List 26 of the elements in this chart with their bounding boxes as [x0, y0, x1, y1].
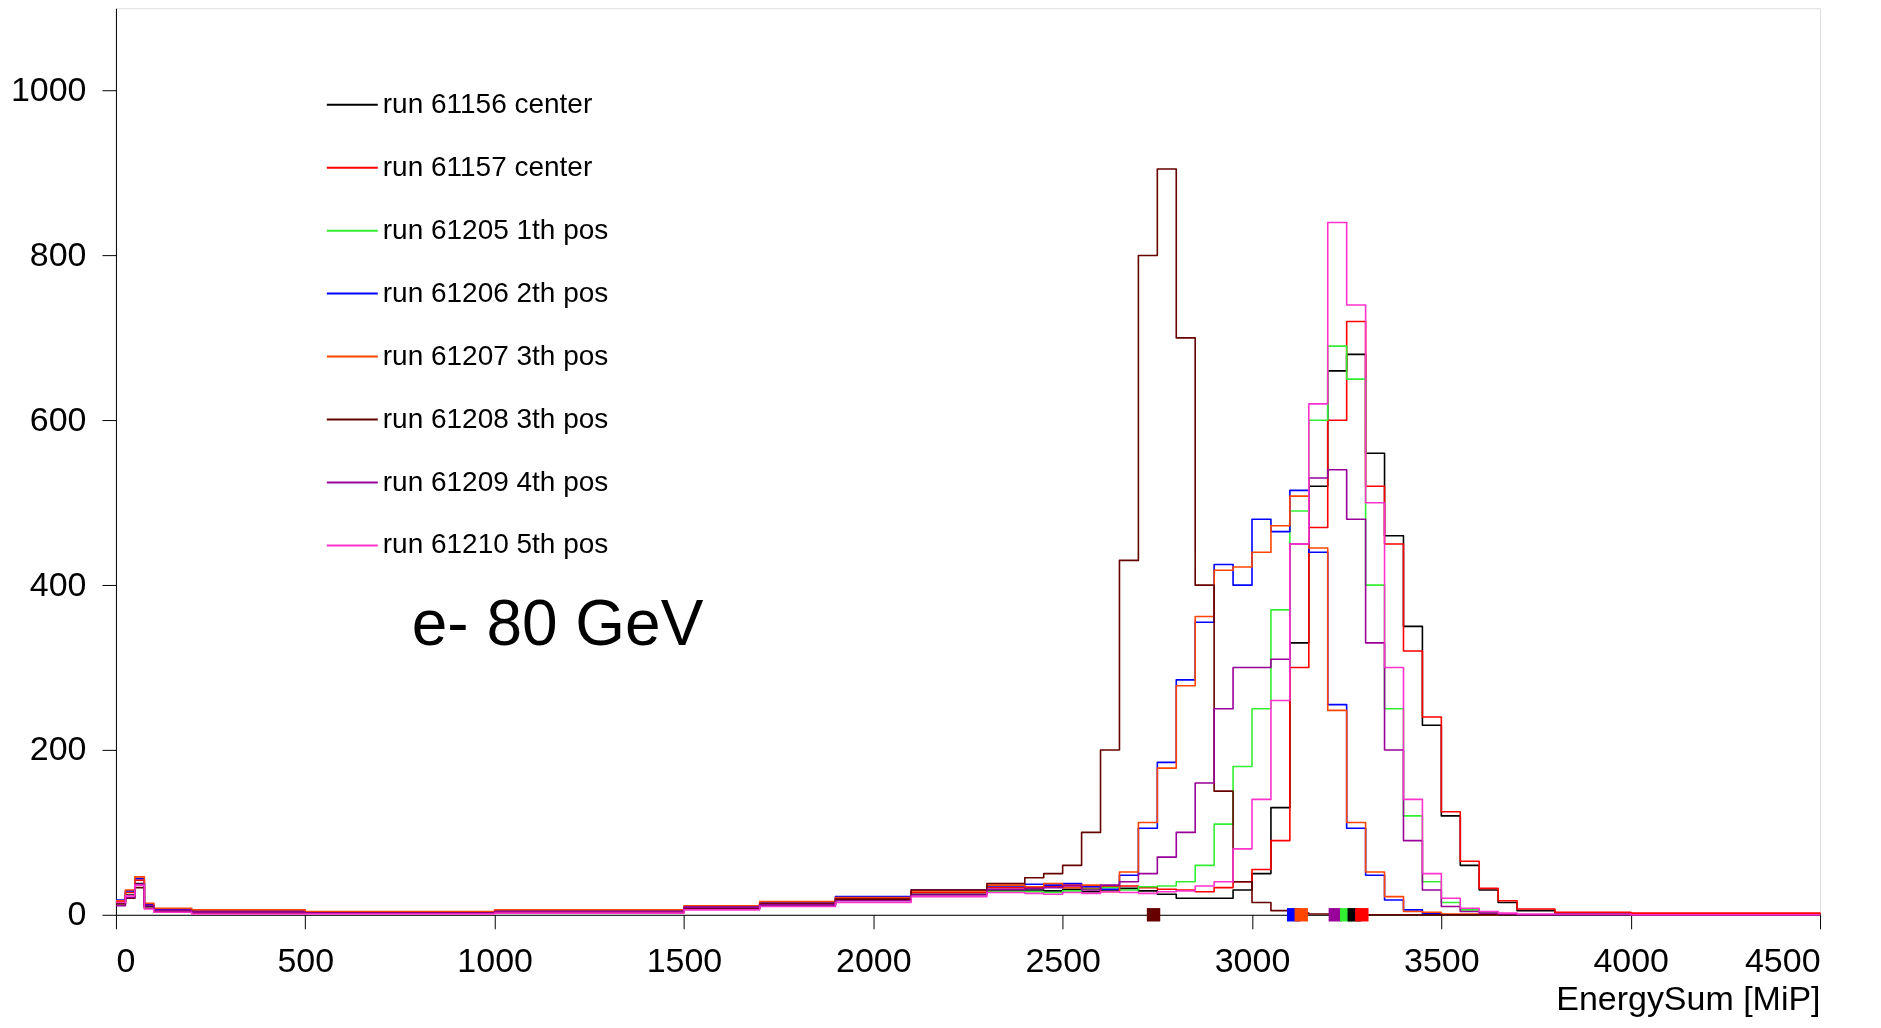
- y-tick-label: 200: [29, 729, 87, 768]
- x-tick-label: 3500: [1404, 941, 1480, 980]
- x-tick-label: 2000: [836, 941, 912, 980]
- legend-label: run 61210 5th pos: [382, 528, 609, 560]
- legend-label: run 61208 3th pos: [382, 402, 609, 434]
- legend-label: run 61157 center: [382, 150, 593, 182]
- y-tick-label: 1000: [10, 70, 87, 109]
- y-tick-label: 0: [67, 894, 87, 933]
- x-tick-label: 2500: [1025, 941, 1101, 980]
- y-tick-label: 600: [29, 399, 87, 438]
- x-tick-label: 3000: [1214, 941, 1291, 980]
- annotation: e- 80 GeV: [411, 586, 704, 659]
- legend-label: run 61209 4th pos: [382, 465, 609, 497]
- x-axis-title: EnergySum [MiP]: [1556, 979, 1821, 1018]
- legend-label: run 61205 1th pos: [382, 213, 609, 245]
- y-tick-label: 800: [29, 235, 87, 273]
- legend-label: run 61156 center: [382, 87, 593, 119]
- x-tick-label: 1000: [457, 941, 533, 980]
- x-tick-label: 1500: [646, 941, 723, 980]
- x-tick-label: 0: [116, 941, 136, 980]
- x-tick-label: 4000: [1593, 941, 1669, 980]
- x-tick-label: 500: [277, 941, 335, 980]
- legend-label: run 61207 3th pos: [382, 339, 609, 371]
- legend-label: run 61206 2th pos: [382, 276, 609, 308]
- x-tick-label: 4500: [1744, 941, 1821, 980]
- y-tick-label: 400: [29, 564, 87, 603]
